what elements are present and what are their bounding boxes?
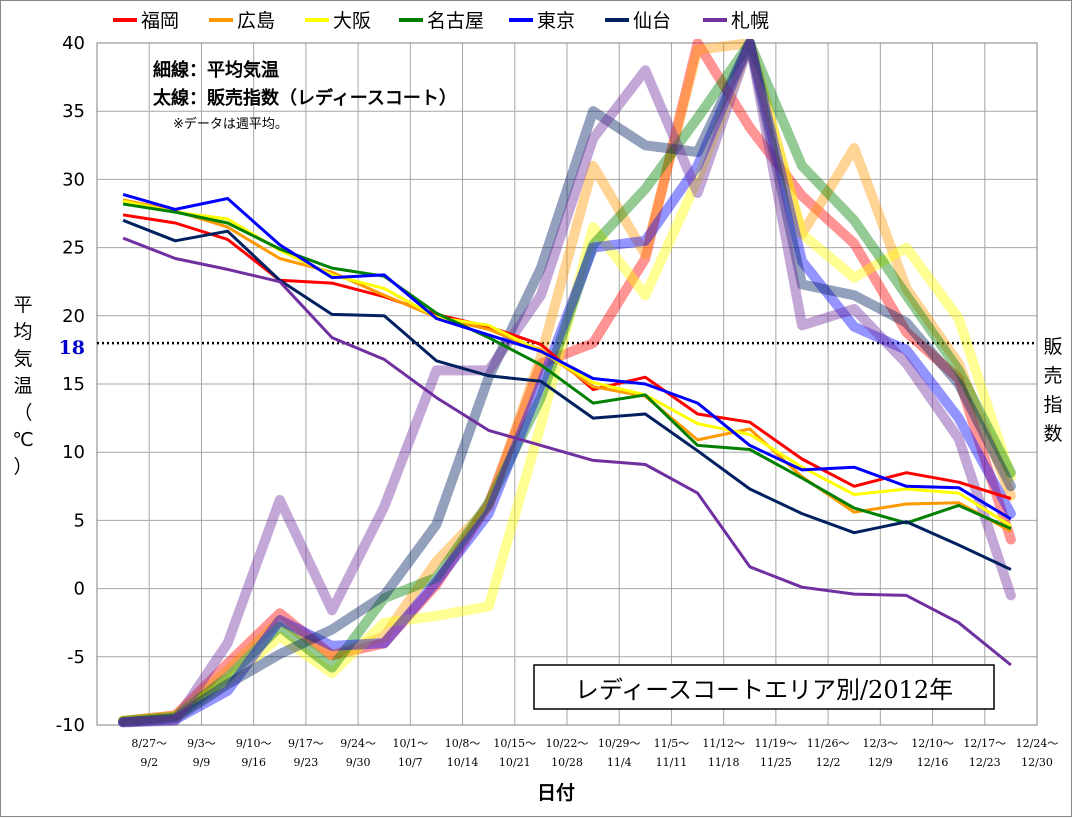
y-axis-label-char: ） [13, 456, 32, 478]
y2-axis-label-char: 指 [1043, 394, 1062, 416]
y2-axis-label-char: 販 [1043, 336, 1062, 358]
x-tick-label: 8/27～ [131, 737, 167, 750]
y-tick-label: -5 [67, 647, 85, 668]
x-tick-label: 12/24～ [1016, 737, 1059, 750]
y-tick-label: 0 [74, 579, 85, 600]
plot-border [96, 42, 1038, 726]
x-tick-label: 12/30 [1021, 756, 1053, 769]
x-tick-label: 12/16 [917, 756, 949, 769]
y-axis-label-char: 平 [13, 294, 32, 316]
x-tick-label: 9/23 [294, 756, 319, 769]
x-tick-label: 11/12～ [702, 737, 745, 750]
x-tick-label: 12/23 [969, 756, 1001, 769]
x-tick-label: 11/26～ [807, 737, 850, 750]
x-tick-label: 9/24～ [340, 737, 376, 750]
legend-label: 広島 [237, 10, 275, 32]
y-tick-label: 40 [62, 33, 85, 54]
x-tick-label: 10/15～ [493, 737, 536, 750]
y-axis-label-char: （ [13, 402, 32, 424]
legend-label: 名古屋 [427, 10, 484, 32]
x-tick-label: 10/22～ [546, 737, 589, 750]
temperature-series [122, 192, 1012, 521]
plot-area [96, 42, 1038, 726]
y-axis-label: 平均気温 （ ℃ ） [12, 294, 33, 478]
y-axis-label-char: 均 [13, 321, 32, 343]
x-tick-label: 11/19～ [755, 737, 798, 750]
y-tick-label: 35 [62, 101, 85, 122]
x-tick-label: 10/1～ [392, 737, 428, 750]
title-box-border [533, 664, 995, 710]
x-tick-label: 10/29～ [598, 737, 641, 750]
legend-label: 札幌 [731, 10, 769, 32]
legend-label: 大阪 [333, 10, 371, 32]
x-axis-ticks: 8/27～ 9/2 9/3～ 9/9 9/10～ 9/16 9/17～ 9/23 9/24～ 9/… [131, 737, 1058, 769]
y-axis-label-char: 気 [13, 348, 32, 370]
x-tick-label: 10/7 [398, 756, 423, 769]
x-tick-label: 9/2 [140, 756, 158, 769]
x-tick-label: 11/18 [708, 756, 740, 769]
y-axis-label-char: ℃ [12, 429, 33, 451]
note-thick-line: 太線：販売指数（レディースコート） [153, 87, 457, 109]
sales-index-series [118, 39, 1016, 728]
temperature-series [122, 218, 1012, 571]
chart-title: レディースコートエリア別/2012年 [575, 676, 953, 704]
y2-axis-label-char: 売 [1043, 365, 1062, 387]
x-tick-label: 10/21 [499, 756, 531, 769]
legend-label: 仙台 [633, 10, 671, 32]
notes-box: 細線：平均気温 太線：販売指数（レディースコート） ※データは週平均。 [153, 59, 457, 132]
sales-index-series [118, 39, 1016, 726]
y-tick-label: 15 [62, 374, 85, 395]
x-tick-label: 10/28 [551, 756, 583, 769]
x-tick-label: 11/4 [607, 756, 632, 769]
x-tick-label: 9/9 [193, 756, 211, 769]
x-tick-label: 12/2 [816, 756, 841, 769]
x-tick-label: 9/17～ [288, 737, 324, 750]
x-tick-label: 12/3～ [862, 737, 898, 750]
x-axis-label: 日付 [537, 781, 575, 804]
legend-label: 東京 [537, 10, 575, 32]
reference-line: 18 [59, 337, 1037, 359]
chart-title-box: レディースコートエリア別/2012年 [533, 664, 995, 710]
sales-index-series [118, 39, 1016, 728]
y-tick-label: 20 [62, 306, 85, 327]
x-tick-label: 9/3～ [187, 737, 216, 750]
x-tick-label: 11/11 [656, 756, 688, 769]
x-tick-label: 9/10～ [236, 737, 272, 750]
x-tick-label: 12/10～ [911, 737, 954, 750]
temperature-lines [122, 192, 1012, 667]
y2-axis-label-char: 数 [1043, 423, 1062, 445]
temperature-series [122, 236, 1012, 667]
x-tick-label: 11/5～ [654, 737, 690, 750]
y-tick-label: 25 [62, 238, 85, 259]
legend-label: 福岡 [141, 10, 179, 32]
x-tick-label: 11/25 [760, 756, 792, 769]
sales-index-lines [118, 39, 1016, 728]
y-tick-label: -10 [56, 715, 85, 736]
note-thin-line: 細線：平均気温 [153, 59, 279, 81]
x-tick-label: 10/8～ [445, 737, 481, 750]
note-weekly-average: ※データは週平均。 [173, 116, 288, 132]
temperature-series [122, 202, 1012, 530]
threshold-label: 18 [59, 337, 85, 359]
y2-axis-label: 販売指数 [1043, 336, 1062, 445]
x-tick-label: 9/16 [241, 756, 266, 769]
legend: 福岡 広島 大阪 名古屋 東京 仙台 札幌 [113, 10, 769, 32]
sales-index-series [118, 39, 1016, 726]
x-tick-label: 10/14 [447, 756, 479, 769]
y-axis-ticks: -10 -5 0 5 10 15 20 25 30 35 40 [56, 33, 85, 736]
y-axis-label-char: 温 [13, 375, 32, 397]
y-tick-label: 5 [74, 510, 85, 531]
x-tick-label: 12/9 [868, 756, 893, 769]
y-tick-label: 10 [62, 442, 85, 463]
x-tick-label: 12/17～ [963, 737, 1006, 750]
sales-index-series [118, 39, 1016, 728]
sales-index-series [118, 39, 1016, 726]
x-tick-label: 9/30 [346, 756, 371, 769]
sales-index-series [118, 39, 1016, 726]
y-tick-label: 30 [62, 169, 85, 190]
